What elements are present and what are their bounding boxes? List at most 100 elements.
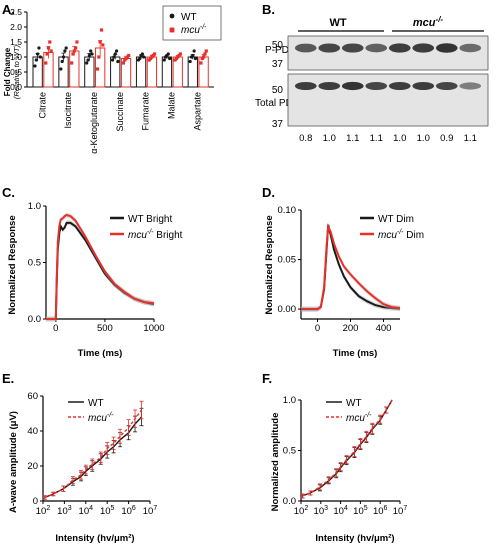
panel-a-point [37, 46, 41, 50]
legend-wt-marker [169, 13, 175, 19]
panel-c-letter: C. [2, 185, 15, 200]
panel-e-ylabel: A-wave amplitude (μV) [8, 411, 19, 513]
panel-f-xtick-exponent: 5 [364, 505, 368, 512]
panel-a-point [90, 52, 94, 56]
panel-a-point [178, 52, 183, 56]
panel-d-line-chart: Normalized Response Time (ms) 0.00 0.05 0.… [264, 205, 424, 359]
blot-band-total-pdh [459, 82, 482, 90]
legend-e-wt-label: WT [88, 398, 104, 409]
panel-e-xtick-label: 106 [121, 505, 136, 517]
panel-a-point [199, 61, 203, 65]
blot-quant-value: 1.1 [346, 133, 359, 144]
blot-mw-50-top: 50 [272, 40, 284, 51]
panel-c-xtick-label: 0 [53, 323, 58, 334]
panel-e-xtick-label: 103 [57, 505, 72, 517]
panel-a-point [89, 49, 93, 53]
panel-e-xtick-exponent: 7 [153, 505, 157, 512]
panel-a-point [204, 49, 208, 53]
panel-a-point [98, 40, 102, 44]
panel-e-xtick-exponent: 2 [46, 505, 50, 512]
legend-e-mcu-label: mcu-/- [88, 412, 114, 424]
blot-band-total-pdh [388, 81, 411, 91]
panel-a-category-label: Aspartate [192, 92, 202, 131]
blot-band-total-pdh [412, 81, 435, 91]
panel-e-ytick-label: 40 [27, 426, 38, 437]
panel-a-point [71, 52, 75, 56]
blot-row1-label: P-PDH [265, 45, 296, 56]
legend-wt-label: WT [181, 12, 197, 23]
panel-a-bar [161, 56, 173, 88]
panel-a-point [114, 49, 119, 53]
panel-f-ylabel: Normalized amplitude [270, 413, 281, 512]
panel-a-point [60, 59, 64, 64]
blot-band-ppdh [435, 43, 458, 53]
legend-mcu-dim-label: mcu-/- Dim [378, 229, 424, 241]
panel-d-ytick-label: 0.10 [278, 205, 297, 216]
legend-wt-dim-label: WT Dim [378, 214, 414, 225]
panel-a-point [33, 64, 37, 68]
panel-a-category-label: α-Ketoglutarate [89, 92, 99, 154]
panel-e-xtick-exponent: 3 [68, 505, 72, 512]
panel-b-letter: B. [262, 2, 275, 17]
panel-a-point [85, 61, 89, 65]
blot-row2-label: Total PDH [255, 98, 300, 109]
panel-a-legend: WT mcu-/- [162, 5, 222, 41]
blot-mw-37-top: 37 [272, 59, 284, 70]
panel-c-ytick-label: 1.0 [28, 201, 41, 212]
panel-d-series-line [301, 223, 401, 311]
panel-a-category-label: Citrate [37, 92, 47, 119]
panel-a-point [138, 56, 142, 61]
panel-a-category-label: Malate [167, 92, 177, 119]
blot-mw-50-bottom: 50 [272, 85, 284, 96]
blot-band-ppdh [412, 43, 435, 53]
panel-a-ylabel: Fold Change [3, 47, 12, 96]
panel-a-point [188, 59, 192, 64]
blot-band-total-pdh [341, 81, 364, 91]
panel-a-ytick-label: 2.5 [10, 7, 22, 17]
panel-e-letter: E. [2, 371, 14, 386]
panel-a-point [95, 67, 100, 71]
panel-f-letter: F. [262, 371, 272, 386]
panel-a-point [72, 49, 76, 53]
panel-d-ytick-label: 0.00 [278, 304, 297, 315]
panel-a-point [87, 53, 91, 58]
blot-band-total-pdh [294, 81, 317, 91]
panel-d-ylabel: Normalized Response [264, 215, 275, 314]
panel-f-legend: WT mcu-/- [326, 398, 372, 424]
panel-e-xtick-label: 104 [79, 505, 94, 517]
panel-a-point [191, 53, 195, 58]
panel-a-ytick-label: 0.5 [10, 67, 22, 77]
panel-a-point [99, 28, 104, 32]
blot-quant-value: 0.8 [299, 133, 312, 144]
panel-c-legend: WT Bright mcu-/- Bright [110, 214, 183, 241]
blot-band-total-pdh [318, 81, 341, 91]
panel-a-point [44, 61, 48, 65]
panel-a-point [152, 52, 157, 56]
panel-a-point [167, 56, 172, 61]
blot-band-ppdh [341, 43, 364, 53]
panel-c-ytick-label: 0.5 [28, 258, 41, 269]
panel-a-bar [84, 56, 95, 88]
panel-a-bar [135, 56, 147, 88]
panel-a-point [36, 52, 40, 56]
panel-f-series-line [302, 399, 393, 497]
panel-e-xtick-label: 107 [143, 505, 158, 517]
panel-d-xlabel: Time (ms) [333, 348, 378, 359]
panel-a-category-label: Fumarate [141, 92, 151, 131]
panel-a-point [121, 61, 125, 65]
legend-f-wt-label: WT [346, 398, 362, 409]
panel-a-point [86, 58, 90, 62]
blot-quant-value: 1.0 [393, 133, 406, 144]
legend-mcu-marker [169, 27, 175, 33]
panel-a-point [45, 52, 49, 56]
panel-e-xlabel: Intensity (hv/μm²) [55, 533, 134, 544]
blot-quant-value: 1.0 [417, 133, 430, 144]
panel-f-ytick-label: 0.5 [283, 446, 296, 457]
panel-f-xtick-label: 107 [393, 505, 408, 517]
panel-a-ytick-label: 1.0 [10, 52, 22, 62]
panel-f-xtick-label: 103 [314, 505, 329, 517]
panel-a-point [166, 52, 170, 56]
panel-a-category-label: Succinate [115, 92, 125, 132]
panel-d-xtick-label: 200 [343, 323, 359, 334]
